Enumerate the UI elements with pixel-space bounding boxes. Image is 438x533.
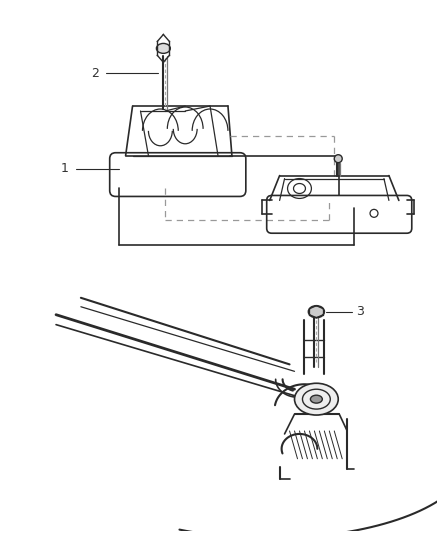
Ellipse shape: [311, 395, 322, 403]
Text: 2: 2: [91, 67, 99, 80]
Ellipse shape: [308, 306, 324, 318]
Text: 1: 1: [61, 162, 69, 175]
Ellipse shape: [294, 383, 338, 415]
Circle shape: [334, 155, 342, 163]
Text: 3: 3: [356, 305, 364, 318]
Ellipse shape: [156, 43, 170, 53]
